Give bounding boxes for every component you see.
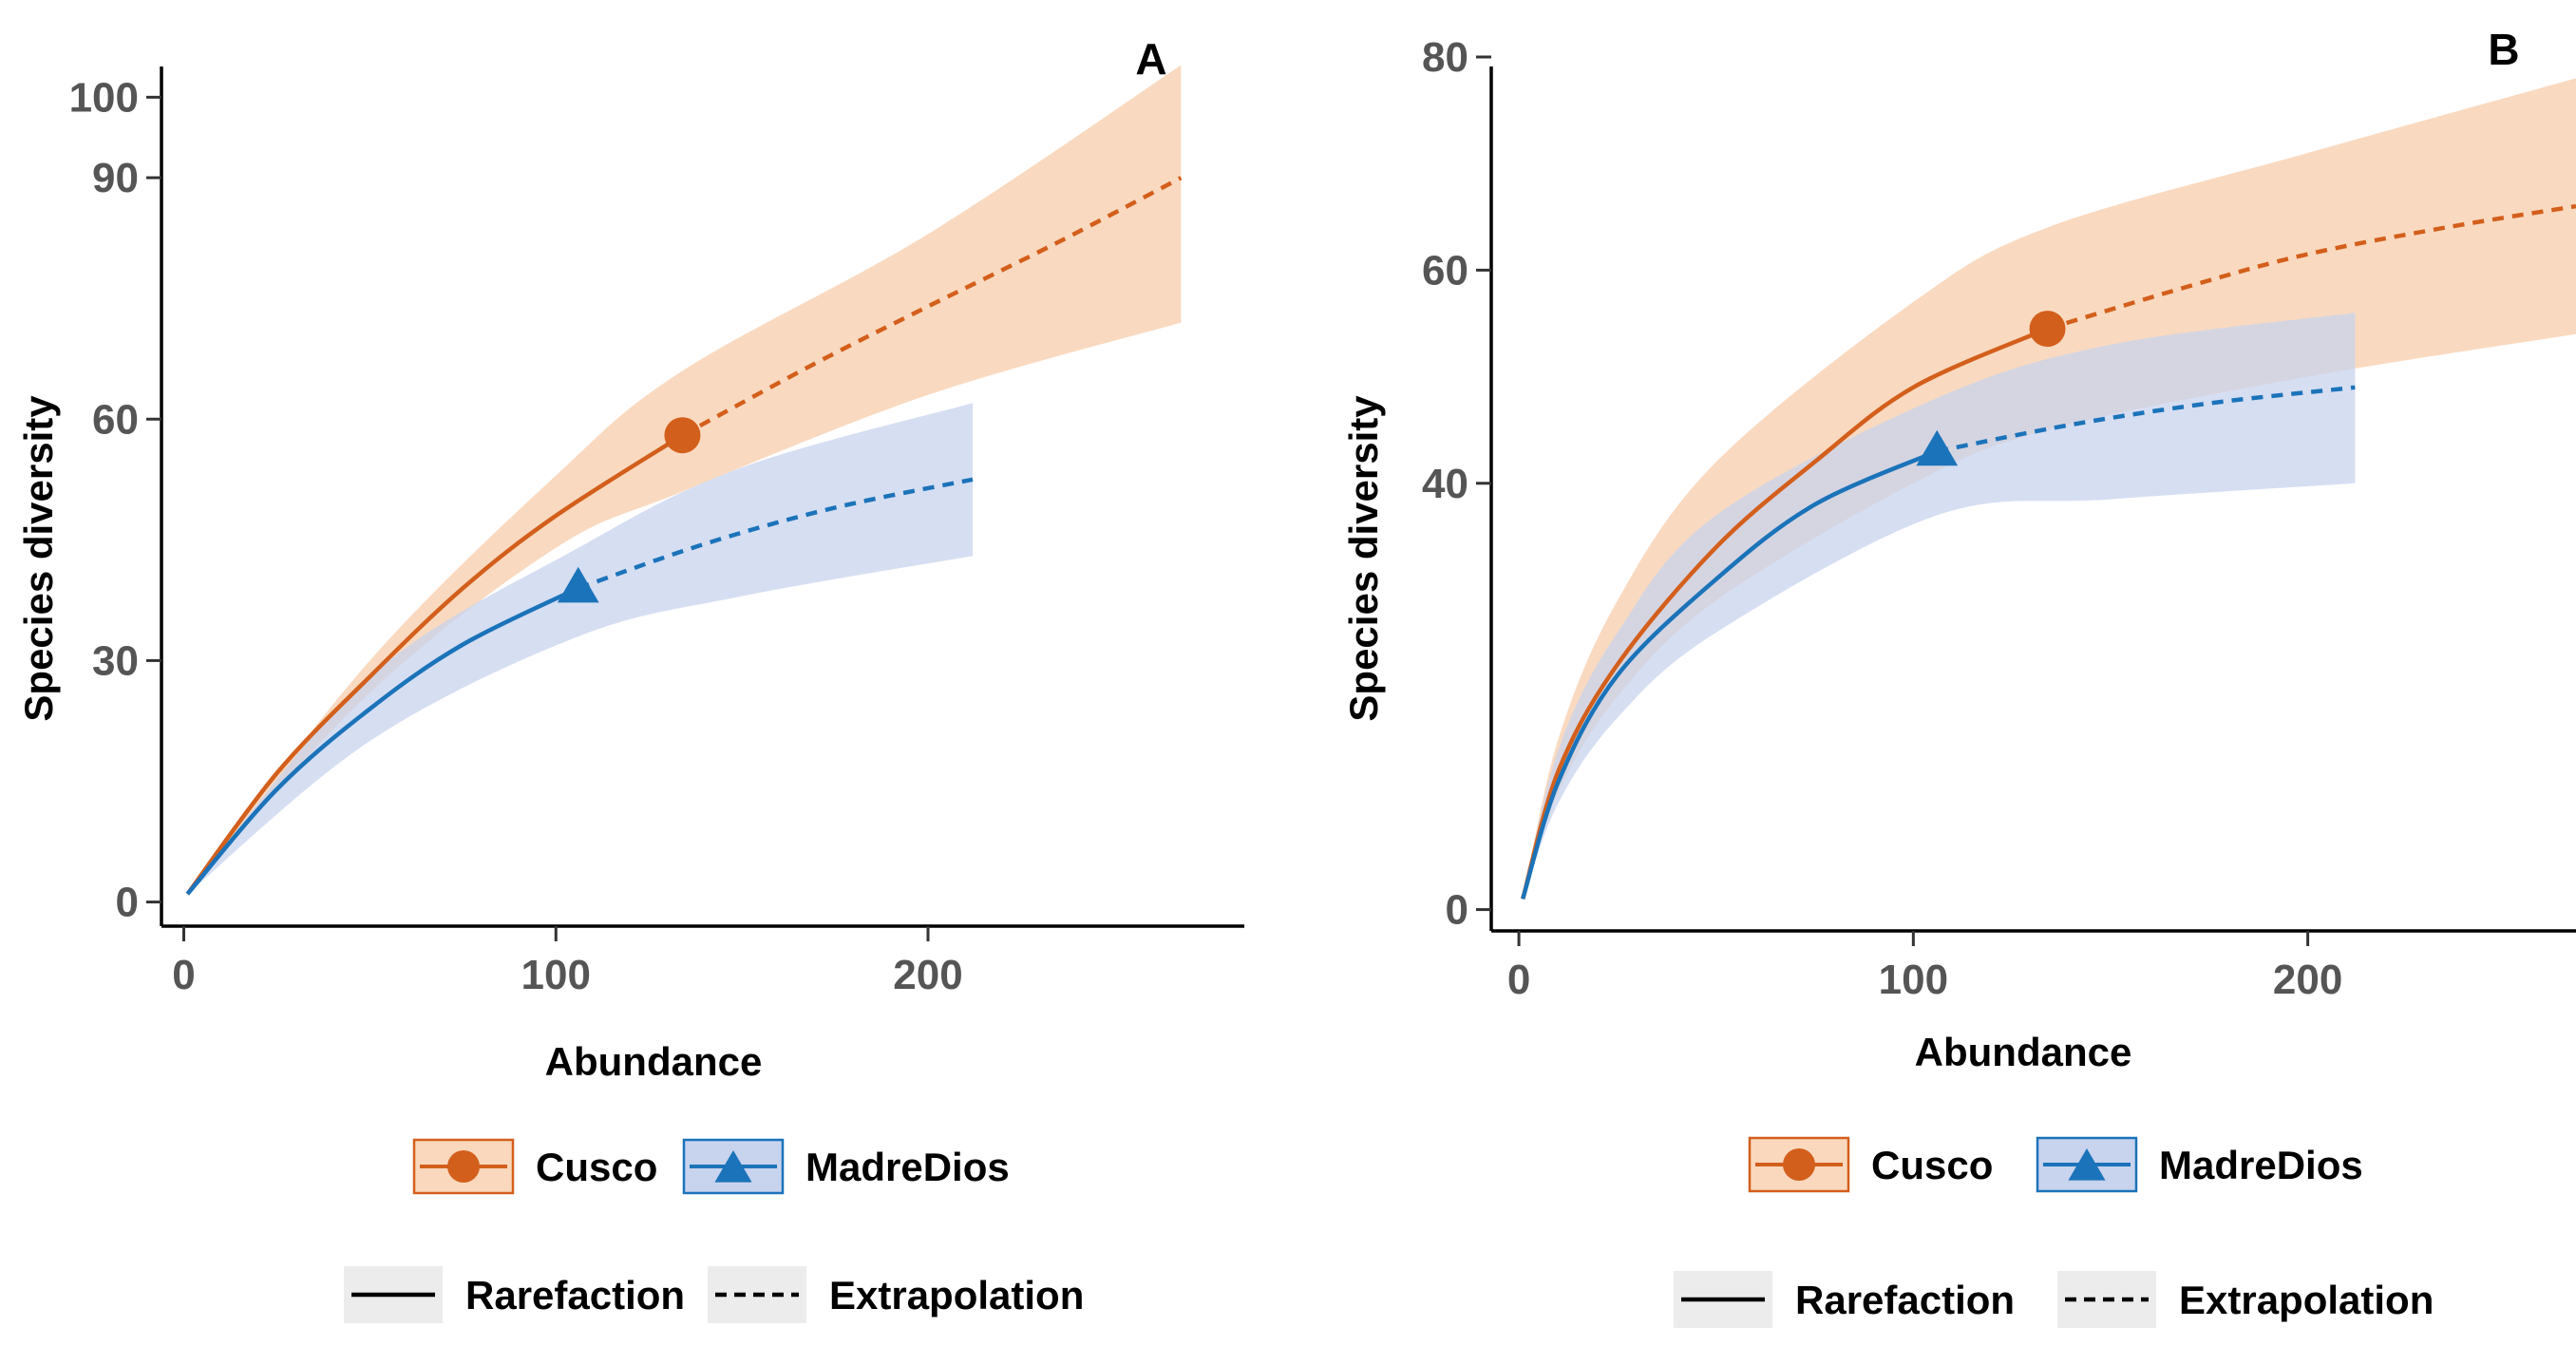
panel-a-legend-item-rarefaction: Rarefaction: [344, 1266, 685, 1323]
panel-a-x-tick-label: 0: [172, 952, 195, 998]
panel-b-x-tick-label: 0: [1507, 957, 1530, 1003]
panel-a-cusco-ci-band: [187, 65, 1182, 895]
panel-b-cusco-ci-band: [1523, 78, 2576, 900]
panel-b-y-tick-label: 80: [1422, 34, 1468, 81]
panel-a-madredios-rarefaction-line: [185, 586, 579, 896]
legend-triangle-icon: [714, 1149, 752, 1183]
legend-label: Cusco: [536, 1145, 657, 1189]
panel-b-cusco-rarefaction-line: [1521, 327, 2049, 900]
panel-b-legend-item-rarefaction: Rarefaction: [1674, 1271, 2015, 1328]
legend-label: MadreDios: [2159, 1143, 2363, 1187]
panel-b-cusco-observed-point: [2029, 311, 2066, 348]
panel-b-y-axis-title: Species diversity: [1341, 395, 1386, 722]
panel-a-chart: 0 30 60 90 100 0 100 200 Abundance Species divers…: [16, 34, 1244, 1323]
panel-b-madredios-extrapolation-line: [1936, 385, 2356, 454]
panel-b-chart: 0 40 60 80 0 100 200 Abundance Species diversity…: [1341, 25, 2576, 1328]
panel-a-y-tick-label: 60: [92, 396, 139, 443]
legend-label: Rarefaction: [465, 1273, 685, 1318]
panel-a-y-tick-label: 0: [116, 880, 139, 926]
panel-b-x-tick-label: 100: [1879, 957, 1948, 1003]
panel-a-tag: A: [1135, 34, 1166, 84]
legend-label: MadreDios: [805, 1145, 1010, 1189]
panel-a-x-tick-label: 200: [893, 952, 962, 998]
panel-b-madredios-rarefaction-line: [1521, 449, 1939, 900]
legend-triangle-icon: [2068, 1147, 2106, 1181]
panel-a-legend-item-cusco: Cusco: [412, 1138, 657, 1195]
panel-a-legend-item-extrapolation: Extrapolation: [708, 1266, 1084, 1323]
panel-b-madredios-observed-point: [1916, 429, 1959, 466]
panel-a-y-tick-label: 30: [92, 637, 139, 684]
panel-a-y-tick-label: 100: [69, 74, 139, 121]
panel-b-legend-item-madredios: MadreDios: [2036, 1136, 2363, 1193]
panel-a-madredios-observed-point: [557, 566, 599, 603]
panel-b-x-tick-label: 200: [2273, 957, 2342, 1003]
panel-a-cusco-extrapolation-line: [681, 176, 1183, 438]
panel-b-legend-item-cusco: Cusco: [1748, 1136, 1993, 1193]
legend-label: Extrapolation: [829, 1273, 1084, 1318]
panel-a-cusco-rarefaction-line: [185, 433, 684, 896]
panel-b-legend-item-extrapolation: Extrapolation: [2057, 1271, 2434, 1328]
panel-a-y-tick-label: 90: [92, 155, 139, 201]
panel-a-cusco-observed-point: [664, 417, 701, 454]
legend-circle-icon: [447, 1150, 480, 1183]
legend-label: Cusco: [1871, 1143, 1993, 1187]
panel-b-tag: B: [2488, 25, 2519, 74]
panel-b-y-tick-label: 0: [1446, 887, 1468, 934]
panel-a-x-axis-title: Abundance: [545, 1039, 763, 1084]
legend-label: Rarefaction: [1795, 1278, 2015, 1322]
panel-a-y-axis-title: Species diversity: [16, 395, 61, 722]
panel-a-x-tick-label: 100: [521, 952, 591, 998]
panel-a-madredios-ci-band: [187, 403, 973, 895]
panel-b-x-axis-title: Abundance: [1915, 1030, 2132, 1074]
panel-b-y-tick-label: 60: [1422, 247, 1468, 294]
panel-a-legend-item-madredios: MadreDios: [682, 1138, 1010, 1195]
panel-b-madredios-ci-band: [1523, 313, 2356, 900]
legend-circle-icon: [1783, 1148, 1815, 1181]
panel-b-y-tick-label: 40: [1422, 461, 1468, 507]
panel-a-madredios-extrapolation-line: [578, 477, 974, 591]
legend-label: Extrapolation: [2179, 1278, 2434, 1322]
